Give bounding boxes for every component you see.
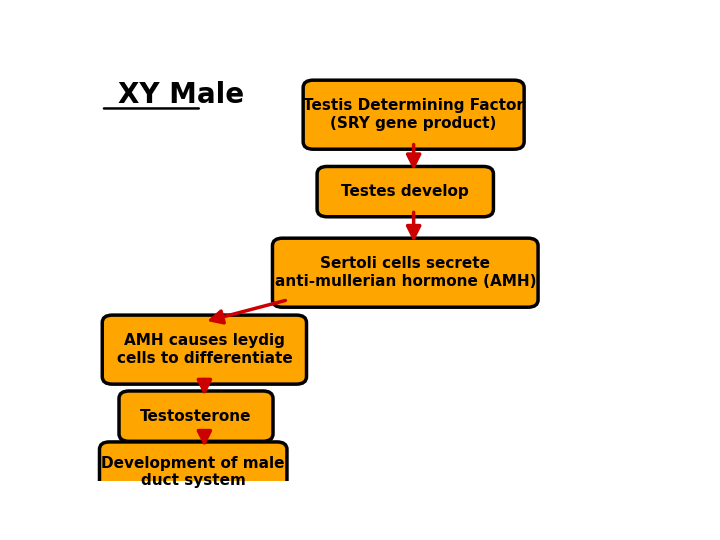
FancyBboxPatch shape [102, 315, 307, 384]
Text: Development of male
duct system: Development of male duct system [102, 456, 285, 489]
FancyBboxPatch shape [119, 391, 273, 441]
Text: Testosterone: Testosterone [140, 409, 252, 424]
Text: Testes develop: Testes develop [341, 184, 469, 199]
FancyBboxPatch shape [99, 442, 287, 503]
FancyBboxPatch shape [303, 80, 524, 149]
Text: Testis Determining Factor
(SRY gene product): Testis Determining Factor (SRY gene prod… [303, 98, 524, 131]
Text: Sertoli cells secrete
anti-mullerian hormone (AMH): Sertoli cells secrete anti-mullerian hor… [274, 256, 536, 289]
Text: XY Male: XY Male [118, 82, 244, 110]
FancyBboxPatch shape [272, 238, 538, 307]
FancyBboxPatch shape [317, 166, 493, 217]
Text: AMH causes leydig
cells to differentiate: AMH causes leydig cells to differentiate [117, 333, 292, 366]
